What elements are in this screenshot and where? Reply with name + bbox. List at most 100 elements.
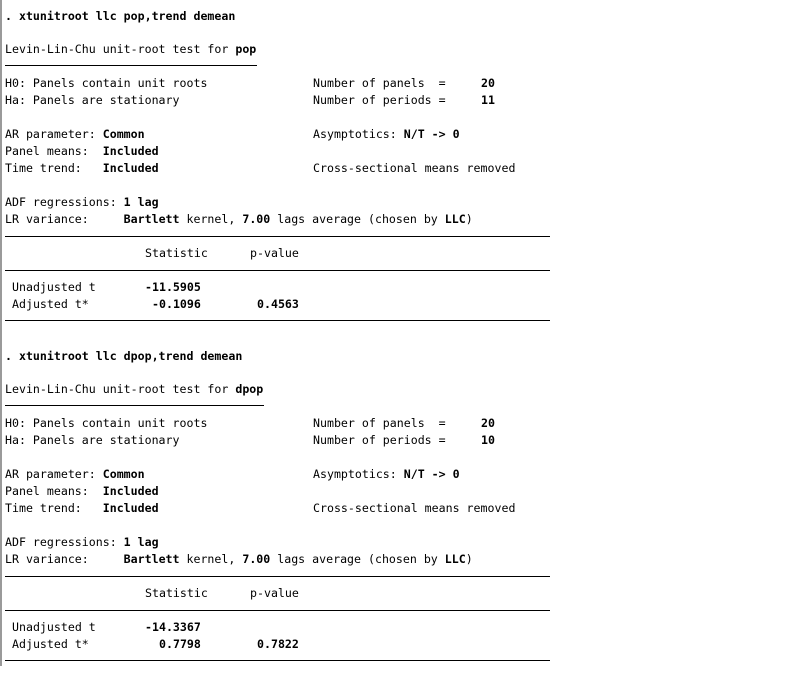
- table-top-rule: [5, 236, 550, 237]
- command: . xtunitroot llc pop,trend demean: [5, 9, 236, 23]
- command-line: . xtunitroot llc pop,trend demean: [5, 8, 235, 25]
- table-header-rule: [5, 270, 550, 271]
- adf-value: 1 lag: [123, 535, 159, 549]
- means-value: Included: [102, 144, 159, 158]
- adf-label: ADF regressions:: [5, 195, 124, 209]
- table-top-rule: [5, 576, 550, 577]
- asym-label: Asymptotics:: [313, 127, 404, 141]
- header-statistic: Statistic: [145, 246, 208, 260]
- adf-line: ADF regressions: 1 lag: [5, 534, 159, 551]
- header-pvalue: p-value: [250, 245, 299, 262]
- row-label: Unadjusted t: [12, 279, 96, 296]
- row-label: Adjusted t*: [12, 297, 89, 311]
- lr-text: lags average (chosen by: [270, 212, 445, 226]
- trend-value: Included: [102, 501, 159, 515]
- test-title: Levin-Lin-Chu unit-root test for dpop: [5, 381, 263, 398]
- lr-text: kernel,: [179, 212, 243, 226]
- cross-sectional-line: Cross-sectional means removed: [313, 160, 515, 177]
- test-title: Levin-Lin-Chu unit-root test for pop: [5, 41, 256, 58]
- row-label: Adjusted t*: [12, 637, 89, 651]
- ha-line: Ha: Panels are stationary: [5, 92, 180, 109]
- panels-label: Number of panels =: [313, 76, 446, 90]
- row-statistic: -11.5905: [145, 279, 201, 296]
- h0-line: H0: Panels contain unit roots: [5, 415, 207, 432]
- title-underline: [5, 405, 264, 406]
- table-bottom-rule: [5, 660, 550, 661]
- statistic-value: -0.1096: [152, 297, 201, 311]
- lr-kernel: Bartlett: [123, 212, 180, 226]
- h0-line: H0: Panels contain unit roots: [5, 75, 207, 92]
- adf-line: ADF regressions: 1 lag: [5, 194, 159, 211]
- h0-text: H0: Panels contain unit roots: [5, 76, 208, 90]
- test-output-block: . xtunitroot llc dpop,trend demean Levin-…: [5, 340, 785, 680]
- h0-text: H0: Panels contain unit roots: [5, 416, 208, 430]
- periods-value: 11: [481, 93, 495, 107]
- panel-means-line: Panel means: Included: [5, 143, 159, 160]
- periods-value: 11: [481, 92, 495, 109]
- row-label: Unadjusted t: [12, 620, 96, 634]
- panels-value: 20: [481, 76, 495, 90]
- panels-label: Number of panels =: [313, 416, 446, 430]
- lr-text: ): [465, 552, 473, 566]
- periods-label: Number of periods =: [313, 93, 446, 107]
- title-text: Levin-Lin-Chu unit-root test for: [5, 382, 236, 396]
- header-pvalue: p-value: [250, 246, 299, 260]
- row-pvalue: 0.4563: [257, 296, 299, 313]
- panels-label: Number of panels =: [313, 415, 446, 432]
- row-label: Unadjusted t: [12, 619, 96, 636]
- periods-label: Number of periods =: [313, 433, 446, 447]
- row-pvalue: 0.7822: [257, 636, 299, 653]
- asym-label: Asymptotics:: [313, 467, 404, 481]
- adf-label: ADF regressions:: [5, 535, 124, 549]
- panels-value: 20: [481, 75, 495, 92]
- command: . xtunitroot llc dpop,trend demean: [5, 349, 243, 363]
- row-label: Adjusted t*: [12, 636, 89, 653]
- title-text: Levin-Lin-Chu unit-root test for: [5, 42, 236, 56]
- means-label: Panel means:: [5, 144, 103, 158]
- trend-label: Time trend:: [5, 161, 103, 175]
- periods-label: Number of periods =: [313, 432, 446, 449]
- periods-value: 10: [481, 432, 495, 449]
- row-label: Unadjusted t: [12, 280, 96, 294]
- header-pvalue: p-value: [250, 585, 299, 602]
- lr-text: lags average (chosen by: [270, 552, 445, 566]
- command-line: . xtunitroot llc dpop,trend demean: [5, 348, 242, 365]
- pvalue-value: 0.4563: [257, 297, 299, 311]
- lr-text: kernel,: [179, 552, 243, 566]
- lr-text: ): [465, 212, 473, 226]
- test-output-block: . xtunitroot llc pop,trend demean Levin-L…: [5, 0, 785, 340]
- lr-label: LR variance:: [5, 212, 124, 226]
- ar-label: AR parameter:: [5, 127, 103, 141]
- time-trend-line: Time trend: Included: [5, 160, 159, 177]
- lr-line: LR variance: Bartlett kernel, 7.00 lags …: [5, 551, 473, 568]
- variable-name: pop: [235, 42, 257, 56]
- lr-lags: 7.00: [242, 552, 271, 566]
- asymptotics-line: Asymptotics: N/T -> 0: [313, 466, 460, 483]
- table-header-rule: [5, 610, 550, 611]
- lr-kernel: Bartlett: [123, 552, 180, 566]
- row-statistic: -0.1096: [152, 296, 201, 313]
- window-border: [0, 0, 2, 666]
- header-statistic: Statistic: [145, 245, 208, 262]
- periods-value: 10: [481, 433, 495, 447]
- row-statistic: -14.3367: [145, 619, 201, 636]
- means-value: Included: [102, 484, 159, 498]
- variable-name: dpop: [235, 382, 264, 396]
- cross-sectional-text: Cross-sectional means removed: [313, 161, 516, 175]
- statistic-value: 0.7798: [159, 637, 201, 651]
- panels-value: 20: [481, 416, 495, 430]
- trend-value: Included: [102, 161, 159, 175]
- lr-line: LR variance: Bartlett kernel, 7.00 lags …: [5, 211, 473, 228]
- adf-value: 1 lag: [123, 195, 159, 209]
- lr-method: LLC: [444, 212, 466, 226]
- header-statistic: Statistic: [145, 586, 208, 600]
- asym-value: N/T -> 0: [403, 127, 460, 141]
- row-label: Adjusted t*: [12, 296, 89, 313]
- row-statistic: 0.7798: [159, 636, 201, 653]
- ha-text: Ha: Panels are stationary: [5, 433, 180, 447]
- panels-label: Number of panels =: [313, 75, 446, 92]
- ar-line: AR parameter: Common: [5, 126, 145, 143]
- ar-label: AR parameter:: [5, 467, 103, 481]
- panels-value: 20: [481, 415, 495, 432]
- ar-value: Common: [102, 127, 145, 141]
